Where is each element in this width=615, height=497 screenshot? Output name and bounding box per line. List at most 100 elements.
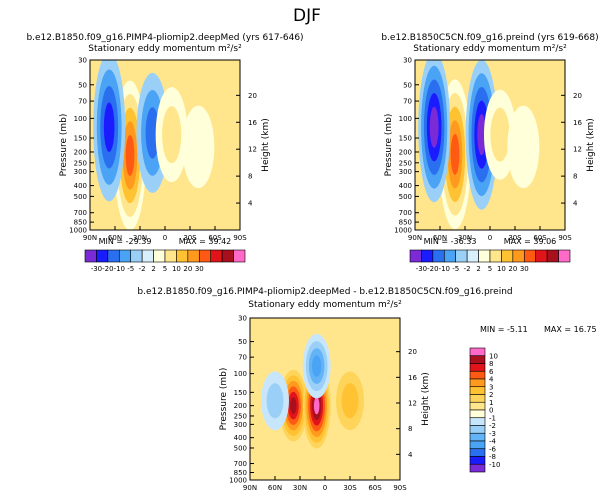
colorbar-swatch — [535, 249, 548, 263]
y-tick-label: 30 — [78, 57, 87, 65]
x-tick-label: 60N — [268, 484, 282, 492]
colorbar-swatch — [141, 249, 154, 263]
y-tick-label: 400 — [74, 182, 87, 190]
min-label: MIN = -5.11 — [480, 325, 528, 334]
colorbar-label: 2 — [489, 391, 493, 399]
panel-title: b.e12.B1850C5CN.f09_g16.preind (yrs 619-… — [381, 33, 598, 43]
y-tick-label: 200 — [74, 148, 87, 156]
y2-tick-label: 16 — [248, 119, 257, 127]
colorbar-label: -30 — [91, 265, 102, 273]
chart-panel-3: b.e12.B1850.f09_g16.PIMP4-pliomip2.deepM… — [137, 287, 596, 492]
y-tick-label: 250 — [399, 159, 412, 167]
y-tick-label: 150 — [399, 135, 412, 143]
y-tick-label: 100 — [74, 115, 87, 123]
colorbar-label: 20 — [508, 265, 517, 273]
y-tick-label: 50 — [78, 81, 87, 89]
chart-panel-2: b.e12.B1850C5CN.f09_g16.preind (yrs 619-… — [381, 33, 598, 246]
y-tick-label: 1000 — [229, 477, 247, 485]
y2-tick-label: 16 — [408, 374, 417, 382]
y-tick-label: 850 — [74, 219, 87, 227]
colorbar-2: -30 -20 -10 -5 -2 2 5 10 20 30 — [409, 249, 571, 273]
contour-ring — [182, 105, 215, 189]
colorbar-label: -6 — [489, 445, 497, 453]
x-tick-label: 0 — [323, 484, 327, 492]
y-tick-label: 1000 — [69, 227, 87, 235]
colorbar-label: 0 — [489, 407, 493, 415]
colorbar-swatch — [469, 401, 486, 411]
y-tick-label: 500 — [234, 444, 247, 452]
panel-title: b.e12.B1850.f09_g16.PIMP4-pliomip2.deepM… — [26, 33, 303, 43]
panel-subtitle: Stationary eddy momentum m²/s² — [88, 44, 242, 54]
y-tick-label: 150 — [234, 389, 247, 397]
y2-tick-label: 16 — [573, 119, 582, 127]
x-tick-label: 60S — [368, 484, 382, 492]
colorbar-swatch — [512, 249, 525, 263]
y-tick-label: 50 — [403, 81, 412, 89]
colorbar-swatch — [443, 249, 457, 263]
contour-ring — [266, 383, 284, 419]
colorbar-swatch — [469, 370, 486, 380]
contour-ring — [313, 397, 320, 415]
colorbar-swatch — [469, 440, 486, 450]
colorbar-swatch — [198, 249, 212, 263]
colorbar-swatch — [455, 249, 468, 263]
colorbar-label: -2 — [489, 422, 496, 430]
colorbar-label: -3 — [489, 430, 496, 438]
colorbar-swatch — [176, 249, 189, 263]
y2-tick-label: 8 — [408, 425, 412, 433]
colorbar-label: 10 — [489, 352, 498, 360]
colorbar-swatch — [469, 456, 486, 465]
colorbar-label: -8 — [489, 453, 496, 461]
colorbar-swatch — [469, 394, 486, 403]
y-tick-label: 700 — [234, 460, 247, 468]
max-label: MAX = 39.42 — [179, 237, 232, 246]
y2-tick-label: 20 — [573, 92, 582, 100]
colorbar-label: -10 — [439, 265, 450, 273]
y-tick-label: 400 — [234, 434, 247, 442]
colorbar-label: 8 — [489, 360, 493, 368]
contour-ring — [341, 383, 359, 419]
y-tick-label: 100 — [399, 115, 412, 123]
colorbar-label: -5 — [127, 265, 134, 273]
colorbar-label: 30 — [195, 265, 204, 273]
colorbar-label: 5 — [488, 265, 492, 273]
colorbar-label: -2 — [139, 265, 146, 273]
colorbar-swatch — [409, 249, 422, 263]
colorbar-swatch — [558, 249, 571, 263]
colorbar-swatch — [432, 249, 445, 263]
colorbar-label: -10 — [114, 265, 125, 273]
colorbar-label: -1 — [489, 414, 496, 422]
colorbar-swatch — [153, 249, 166, 263]
y-tick-label: 500 — [399, 193, 412, 201]
colorbar-swatch — [478, 249, 491, 263]
y-tick-label: 1000 — [394, 227, 412, 235]
y2-tick-label: 4 — [573, 200, 578, 208]
colorbar-label: 30 — [520, 265, 529, 273]
x-tick-label: 30N — [293, 484, 307, 492]
colorbar-label: -10 — [489, 461, 500, 469]
y-tick-label: 500 — [74, 193, 87, 201]
colorbar-swatch — [523, 249, 537, 263]
colorbar-label: -20 — [102, 265, 113, 273]
x-tick-label: 90S — [233, 234, 247, 242]
y-tick-label: 700 — [399, 209, 412, 217]
contour-field — [261, 333, 364, 449]
x-tick-label: 30N — [133, 234, 147, 242]
y-axis-label: Pressure (mb) — [384, 114, 394, 177]
y2-tick-label: 12 — [408, 400, 417, 408]
y2-axis-label: Height (km) — [586, 118, 596, 172]
colorbar-swatch — [469, 417, 486, 426]
colorbar-swatch — [469, 363, 486, 372]
colorbar-swatch — [421, 249, 434, 263]
y-tick-label: 70 — [403, 98, 412, 106]
colorbar-label: -30 — [416, 265, 427, 273]
colorbar-label: -20 — [427, 265, 438, 273]
x-tick-label: 90N — [408, 234, 422, 242]
colorbar-label: 6 — [489, 368, 494, 376]
y-tick-label: 200 — [234, 402, 247, 410]
colorbar-1: -30 -20 -10 -5 -2 2 5 10 20 30 — [84, 249, 246, 273]
contour-ring — [311, 355, 322, 377]
colorbar-label: -5 — [452, 265, 459, 273]
